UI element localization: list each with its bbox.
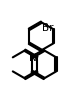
Text: Br: Br: [41, 23, 53, 33]
Text: N: N: [29, 53, 37, 63]
